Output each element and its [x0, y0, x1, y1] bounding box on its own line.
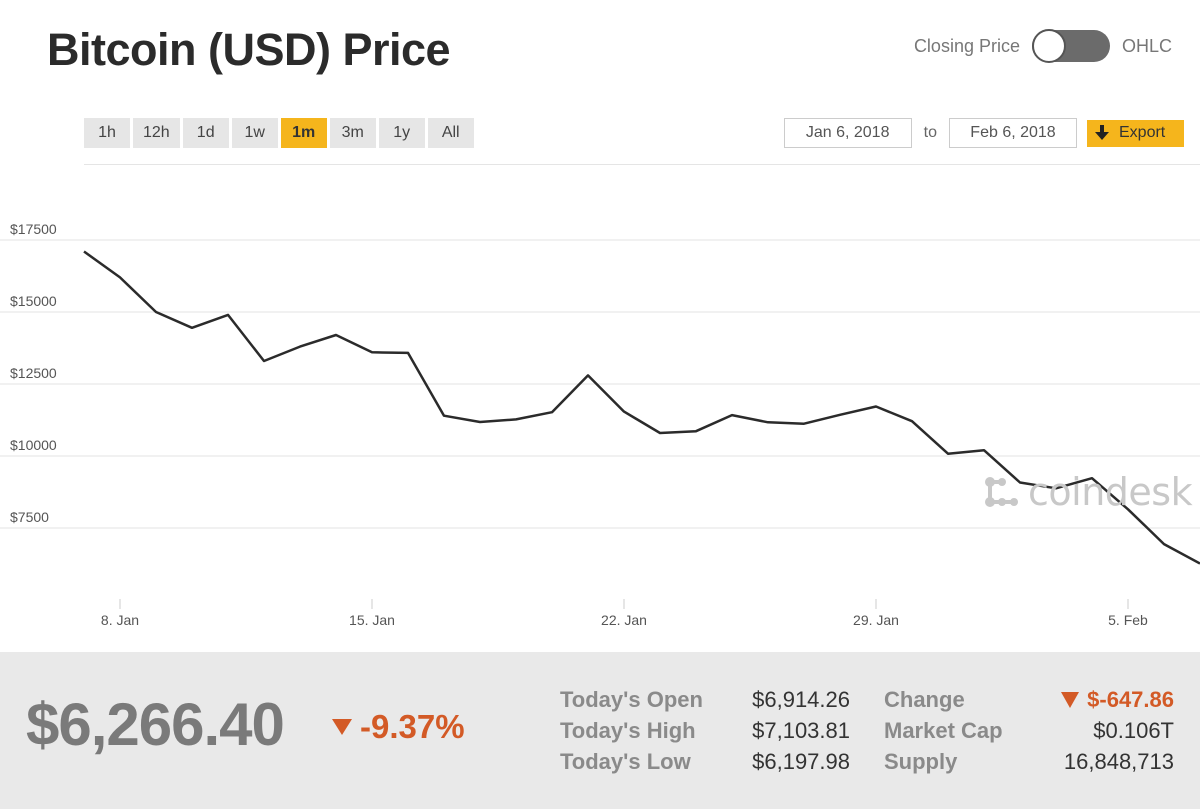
price-chart: $17500 $15000 $12500 $10000 $7500 8. Jan 15. … — [0, 221, 1200, 628]
y-tick-label: $7500 — [10, 509, 49, 525]
range-button-1w[interactable]: 1w — [231, 118, 278, 148]
stat-row-open: Today's Open $6,914.26 — [560, 684, 850, 715]
percent-change-value: -9.37% — [360, 708, 465, 745]
stat-label: Market Cap — [884, 717, 1003, 743]
range-button-1h[interactable]: 1h — [84, 118, 130, 148]
x-tick-label: 22. Jan — [601, 612, 647, 628]
stat-value: $6,197.98 — [752, 748, 850, 774]
y-tick-label: $17500 — [10, 221, 57, 237]
y-tick-label: $12500 — [10, 365, 57, 381]
price-line-layer — [83, 250, 1200, 565]
toggle-knob — [1031, 29, 1066, 63]
time-range-buttons: 1h 12h 1d 1w 1m 3m 1y All — [84, 118, 474, 148]
x-tick-label: 15. Jan — [349, 612, 395, 628]
stat-label: Change — [884, 686, 965, 712]
stat-value: 16,848,713 — [1063, 748, 1174, 774]
range-button-3m[interactable]: 3m — [329, 118, 376, 148]
start-date-input[interactable] — [783, 118, 912, 148]
x-axis-ticks: 8. Jan 15. Jan 22. Jan 29. Jan 5. Feb — [101, 599, 1148, 628]
stats-left-column: Today's Open $6,914.26 Today's High $7,1… — [560, 684, 850, 777]
stat-row-low: Today's Low $6,197.98 — [560, 746, 850, 777]
stat-row-supply: Supply 16,848,713 — [884, 746, 1174, 777]
x-tick-label: 8. Jan — [101, 612, 139, 628]
page-title: Bitcoin (USD) Price — [47, 24, 451, 75]
range-button-1y[interactable]: 1y — [378, 118, 425, 148]
coindesk-logo-icon — [985, 477, 1018, 507]
stat-label: Today's Open — [560, 686, 703, 712]
price-series-line — [83, 250, 1200, 565]
price-mode-toggle-group: Closing Price OHLC — [913, 29, 1172, 63]
price-summary-footer: $6,266.40 -9.37% Today's Open $6,914.26 … — [0, 652, 1200, 809]
y-tick-label: $10000 — [10, 437, 57, 453]
export-button[interactable]: Export — [1087, 119, 1184, 147]
range-button-1m[interactable]: 1m — [280, 118, 327, 148]
stat-row-high: Today's High $7,103.81 — [560, 715, 850, 746]
stat-row-market-cap: Market Cap $0.106T — [884, 715, 1174, 746]
date-range-picker: to Export — [783, 118, 1184, 148]
chart-gridlines — [0, 239, 1200, 529]
down-triangle-icon — [332, 719, 352, 735]
range-button-1d[interactable]: 1d — [182, 118, 229, 148]
stat-value: $0.106T — [1093, 717, 1174, 743]
coindesk-watermark: coindesk — [982, 470, 1193, 514]
range-button-12h[interactable]: 12h — [133, 118, 180, 148]
x-tick-label: 29. Jan — [853, 612, 899, 628]
change-value: $-647.86 — [1061, 687, 1174, 713]
percent-change: -9.37% — [332, 708, 465, 746]
end-date-input[interactable] — [949, 118, 1077, 148]
change-value-text: $-647.86 — [1087, 686, 1174, 712]
y-axis-ticks: $17500 $15000 $12500 $10000 $7500 — [10, 221, 57, 525]
stat-label: Today's High — [560, 717, 696, 743]
y-tick-label: $15000 — [10, 293, 57, 309]
stat-row-change: Change $-647.86 — [884, 684, 1174, 715]
stat-label: Supply — [884, 748, 958, 774]
stats-right-column: Change $-647.86 Market Cap $0.106T Suppl… — [884, 684, 1174, 777]
down-triangle-icon — [1061, 691, 1080, 708]
download-arrow-icon — [1095, 125, 1109, 140]
closing-price-label: Closing Price — [913, 35, 1020, 56]
watermark-text: coindesk — [1028, 470, 1193, 514]
export-label: Export — [1119, 124, 1166, 141]
current-price: $6,266.40 — [26, 691, 285, 758]
price-mode-toggle[interactable] — [1031, 29, 1110, 63]
stat-value: $6,914.26 — [752, 686, 850, 712]
range-button-all[interactable]: All — [427, 118, 474, 148]
stat-label: Today's Low — [560, 748, 691, 774]
date-to-label: to — [923, 124, 937, 141]
x-tick-label: 5. Feb — [1108, 612, 1148, 628]
chart-top-divider — [84, 164, 1200, 165]
stat-value: $7,103.81 — [752, 717, 850, 743]
ohlc-label: OHLC — [1121, 35, 1172, 56]
